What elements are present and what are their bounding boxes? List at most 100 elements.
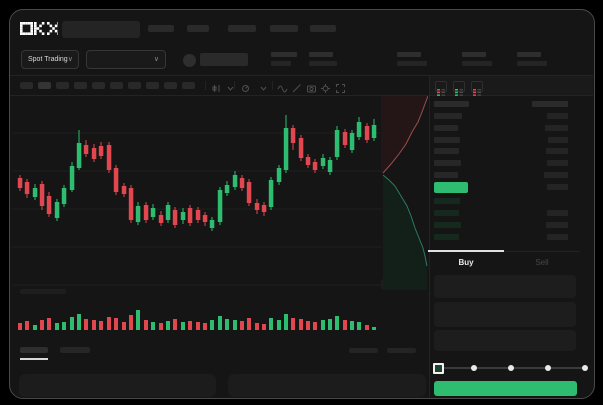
interval-tab-placeholder[interactable] <box>110 82 123 89</box>
stat-value-placeholder <box>517 61 547 66</box>
ask-row[interactable] <box>434 148 579 155</box>
ask-row[interactable] <box>434 137 579 144</box>
ask-row[interactable] <box>434 172 579 179</box>
slider-stop-dot[interactable] <box>582 365 588 371</box>
tab-sell[interactable]: Sell <box>535 258 549 267</box>
book-bids-icon[interactable] <box>453 81 465 96</box>
wave-icon[interactable] <box>277 81 288 93</box>
pair-selector-dropdown[interactable]: ∨ <box>86 50 166 69</box>
ask-row[interactable] <box>434 125 579 132</box>
amount-placeholder <box>547 184 568 190</box>
camera-icon[interactable] <box>306 81 317 93</box>
amount-placeholder <box>547 160 568 166</box>
active-tab-indicator <box>428 250 504 252</box>
volume-bars <box>18 310 376 330</box>
interval-tab-placeholder[interactable] <box>92 82 105 89</box>
stat-value-placeholder <box>309 61 337 66</box>
slider-stop-dot[interactable] <box>545 365 551 371</box>
price-placeholder <box>434 101 469 107</box>
price-placeholder <box>434 160 461 166</box>
bid-row[interactable] <box>434 210 579 217</box>
nav-item-placeholder[interactable] <box>228 25 256 32</box>
orderbook-toolbar-bg <box>430 76 593 95</box>
candlestick-chart[interactable] <box>12 95 382 295</box>
interval-tab-placeholder[interactable] <box>38 82 51 89</box>
bid-row[interactable] <box>434 234 579 241</box>
bid-row[interactable] <box>434 198 579 205</box>
ask-row[interactable] <box>434 113 579 120</box>
price-placeholder <box>434 198 460 204</box>
amount-placeholder <box>545 125 568 131</box>
footer-tab-placeholder[interactable] <box>20 347 48 353</box>
okx-logo[interactable] <box>20 22 60 40</box>
slider-stop-dot[interactable] <box>508 365 514 371</box>
search-input[interactable] <box>62 21 140 38</box>
interval-tab-placeholder[interactable] <box>74 82 87 89</box>
price-placeholder <box>434 222 461 228</box>
footer-right-placeholder[interactable] <box>349 348 378 353</box>
stat-value-placeholder <box>462 61 492 66</box>
nav-item-placeholder[interactable] <box>270 25 298 32</box>
interval-tab-placeholder[interactable] <box>146 82 159 89</box>
interval-tab-placeholder[interactable] <box>128 82 141 89</box>
price-placeholder <box>434 148 459 154</box>
orderbook-header[interactable] <box>434 101 579 108</box>
book-asks-icon[interactable] <box>471 81 483 96</box>
app-window: Spot Trading ∨ ∨ <box>9 9 595 399</box>
fullscreen-icon[interactable] <box>335 81 346 93</box>
stat-value-placeholder <box>397 61 427 66</box>
price-placeholder <box>434 137 460 143</box>
footer-panel-left[interactable] <box>19 374 216 397</box>
market-type-dropdown[interactable]: Spot Trading ∨ <box>21 50 79 69</box>
orderbook-header-right <box>532 101 568 107</box>
order-form-field[interactable] <box>434 275 576 298</box>
footer-panel-right[interactable] <box>228 374 426 397</box>
coin-icon <box>183 54 196 67</box>
nav-item-placeholder[interactable] <box>310 25 336 32</box>
footer-tab-placeholder[interactable] <box>60 347 90 353</box>
depth-chart[interactable] <box>381 96 428 290</box>
footer-active-tab-indicator <box>20 358 48 360</box>
nav-item-placeholder[interactable] <box>187 25 209 32</box>
stat-label-placeholder <box>309 52 333 57</box>
price-placeholder <box>434 125 458 131</box>
chevron-down-icon[interactable] <box>225 81 236 92</box>
indicator-icon[interactable] <box>240 81 251 92</box>
interval-icon[interactable] <box>211 81 222 92</box>
slider-stop-dot[interactable] <box>471 365 477 371</box>
volume-label-placeholder <box>20 289 66 294</box>
order-form-field[interactable] <box>434 302 576 327</box>
chevron-down-icon[interactable] <box>258 81 269 92</box>
footer-right-placeholder[interactable] <box>387 348 416 353</box>
chevron-down-icon: ∨ <box>153 56 159 63</box>
pencil-icon[interactable] <box>291 81 302 93</box>
amount-placeholder <box>546 148 568 154</box>
pair-name-placeholder[interactable] <box>200 53 248 66</box>
amount-placeholder <box>547 234 568 240</box>
interval-tab-placeholder[interactable] <box>182 82 195 89</box>
amount-placeholder <box>548 137 568 143</box>
tab-buy[interactable]: Buy <box>458 258 474 267</box>
order-form-field[interactable] <box>434 330 576 351</box>
slider-handle[interactable] <box>433 363 444 374</box>
gear-icon[interactable] <box>320 81 331 93</box>
buy-submit-button[interactable] <box>434 381 577 396</box>
stat-label-placeholder <box>517 52 541 57</box>
amount-placeholder <box>546 222 568 228</box>
interval-tab-placeholder[interactable] <box>20 82 33 89</box>
nav-item-placeholder[interactable] <box>148 25 174 32</box>
amount-placeholder <box>547 113 568 119</box>
interval-tab-placeholder[interactable] <box>56 82 69 89</box>
last-price-bar[interactable] <box>434 182 468 193</box>
bid-row[interactable] <box>434 222 579 229</box>
interval-tab-placeholder[interactable] <box>164 82 177 89</box>
price-placeholder <box>434 172 458 178</box>
stat-label-placeholder <box>271 52 297 57</box>
amount-placeholder <box>547 210 568 216</box>
stat-label-placeholder <box>397 52 421 57</box>
price-placeholder <box>434 210 459 216</box>
ask-row[interactable] <box>434 160 579 167</box>
price-placeholder <box>434 234 459 240</box>
book-both-icon[interactable] <box>435 81 447 96</box>
